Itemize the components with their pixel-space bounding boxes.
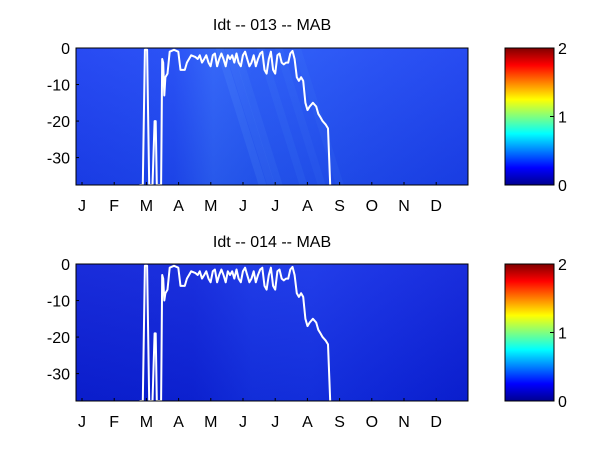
depth-line xyxy=(139,48,332,185)
chart-title: Idt -- 013 -- MAB xyxy=(213,17,331,34)
x-tick-label: F xyxy=(109,414,119,431)
x-tick-label: F xyxy=(109,198,119,215)
x-tick-label: M xyxy=(140,414,153,431)
x-tick-label: A xyxy=(302,414,313,431)
heatmap-streaks xyxy=(215,48,344,185)
y-tick-label: -30 xyxy=(47,151,70,168)
plot-frame xyxy=(75,47,469,186)
y-tick-label: 0 xyxy=(61,41,70,58)
heatmap-streak xyxy=(274,48,326,185)
x-tick-label: D xyxy=(430,198,442,215)
x-tick-label: S xyxy=(334,414,345,431)
y-tick-label: -30 xyxy=(47,367,70,384)
x-tick-label: O xyxy=(366,414,378,431)
colorbar xyxy=(504,47,555,186)
x-tick-label: J xyxy=(239,414,247,431)
colorbar-tick-label: 1 xyxy=(558,326,567,343)
x-tick-label: M xyxy=(140,198,153,215)
x-tick-label: A xyxy=(173,414,184,431)
colorbar-tick-label: 0 xyxy=(558,178,567,195)
plot-frame xyxy=(75,263,469,402)
y-tick-label: -20 xyxy=(47,330,70,347)
x-tick-label: S xyxy=(334,198,345,215)
x-tick-label: O xyxy=(366,198,378,215)
x-tick-label: N xyxy=(398,198,410,215)
colorbar-tick-label: 1 xyxy=(558,110,567,127)
heatmap-shading xyxy=(76,264,468,401)
depth-line xyxy=(139,264,332,401)
colorbar-tick-label: 2 xyxy=(558,257,567,274)
colorbar-tick-label: 2 xyxy=(558,41,567,58)
heatmap-shading xyxy=(76,48,468,185)
heatmap-streak xyxy=(292,48,344,185)
x-tick-label: J xyxy=(271,198,279,215)
heatmap-streak xyxy=(215,48,267,185)
x-tick-label: A xyxy=(173,198,184,215)
chart-title: Idt -- 014 -- MAB xyxy=(213,234,331,251)
panel-top: Idt -- 013 -- MAB J F M A M J J A S O N D 0 -10 -20 -30 0… xyxy=(47,17,567,215)
y-tick-label: -20 xyxy=(47,114,70,131)
x-tick-label: J xyxy=(78,414,86,431)
colorbar-tick-label: 0 xyxy=(558,394,567,411)
y-tick-label: 0 xyxy=(61,257,70,274)
x-tick-label: M xyxy=(204,414,217,431)
y-tick-label: -10 xyxy=(47,294,70,311)
panel-bottom: Idt -- 014 -- MAB J F M A M J J A S O N D 0 -10 -20 -30 0… xyxy=(47,234,567,431)
x-tick-label: N xyxy=(398,414,410,431)
y-tick-label: -10 xyxy=(47,78,70,95)
x-tick-label: J xyxy=(271,414,279,431)
x-tick-label: M xyxy=(204,198,217,215)
colorbar xyxy=(504,263,555,402)
x-tick-label: J xyxy=(239,198,247,215)
heatmap-streak xyxy=(224,48,276,185)
x-tick-label: J xyxy=(78,198,86,215)
x-tick-label: A xyxy=(302,198,313,215)
heatmap-streak xyxy=(231,48,283,185)
heatmap-streak xyxy=(256,48,308,185)
x-tick-label: D xyxy=(430,414,442,431)
